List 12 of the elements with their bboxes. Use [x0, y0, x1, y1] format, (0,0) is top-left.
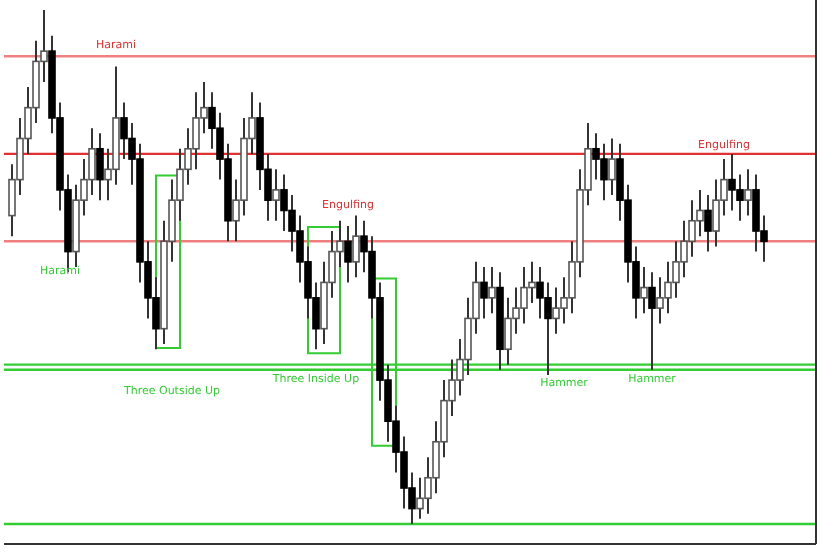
- candlestick: [352, 214, 360, 279]
- candlestick: [608, 137, 616, 197]
- candlestick: [272, 168, 280, 222]
- candlestick: [480, 266, 488, 320]
- candlestick: [488, 266, 496, 315]
- candlestick: [96, 132, 104, 202]
- candlestick: [744, 168, 752, 217]
- candlestick: [504, 296, 512, 366]
- candlestick: [344, 224, 352, 284]
- candlestick: [640, 266, 648, 315]
- candlestick: [648, 271, 656, 371]
- candlestick: [704, 194, 712, 253]
